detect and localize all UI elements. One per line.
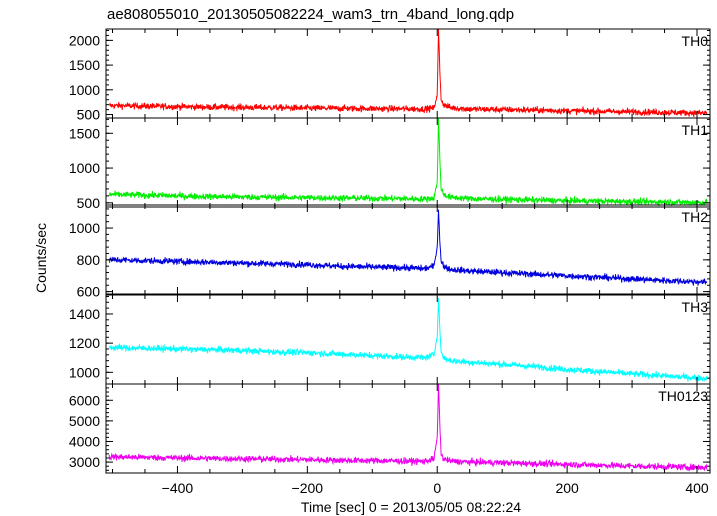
panel-label-th2: TH2 [682,209,709,225]
x-tick-label: −400 [162,480,194,496]
y-tick-label: 5000 [69,413,100,429]
y-tick-label: 1000 [69,82,100,98]
x-tick-label: 0 [433,480,441,496]
panel-th2: 600 800 1000 TH2 [69,204,711,300]
y-tick-label: 1400 [69,306,100,322]
x-axis-label: Time [sec] 0 = 2013/05/05 08:22:24 [301,499,521,515]
panel-th0: 500 1000 1500 2000 TH0 [69,28,711,123]
panel-label-th1: TH1 [682,122,709,138]
series-line-th0123 [108,384,708,472]
y-tick-label: 1000 [69,220,100,236]
x-tick-label: 200 [555,480,579,496]
y-tick-label: 1000 [69,364,100,380]
panel-th1: 500 1000 1500 TH1 [69,117,711,211]
series-line-th2 [108,209,708,287]
panel-label-th0123: TH0123 [658,388,708,404]
panel-th0123: 3000 4000 5000 6000 TH0123 [69,383,711,474]
y-tick-label: 500 [77,195,101,211]
chart-title: ae808055010_20130505082224_wam3_trn_4ban… [107,6,514,23]
y-axis-label: Counts/sec [33,223,49,293]
panel-frame [105,204,711,295]
y-tick-label: 1500 [69,57,100,73]
y-tick-label: 6000 [69,392,100,408]
y-tick-label: 2000 [69,32,100,48]
x-axis: −400 −200 0 200 400 [162,480,709,496]
y-tick-label: 1000 [69,160,100,176]
panel-frame [105,383,711,474]
x-tick-label: −200 [292,480,324,496]
y-tick-label: 3000 [69,454,100,470]
series-line-th3 [108,298,708,383]
y-tick-label: 800 [77,252,101,268]
y-tick-label: 1500 [69,125,100,141]
panel-frame [105,117,711,208]
panel-th3: 1000 1200 1400 TH3 [69,294,711,385]
series-line-th1 [108,118,708,207]
panel-label-th3: TH3 [682,299,709,315]
y-tick-label: 1200 [69,335,100,351]
panels: 500 1000 1500 2000 TH0 500 1000 1500 TH1 600 800 10… [69,28,711,474]
y-tick-label: 600 [77,284,101,300]
y-tick-label: 4000 [69,433,100,449]
y-tick-label: 500 [77,107,101,123]
x-tick-label: 400 [685,480,709,496]
series-line-th0 [108,29,708,117]
panel-label-th0: TH0 [682,33,709,49]
